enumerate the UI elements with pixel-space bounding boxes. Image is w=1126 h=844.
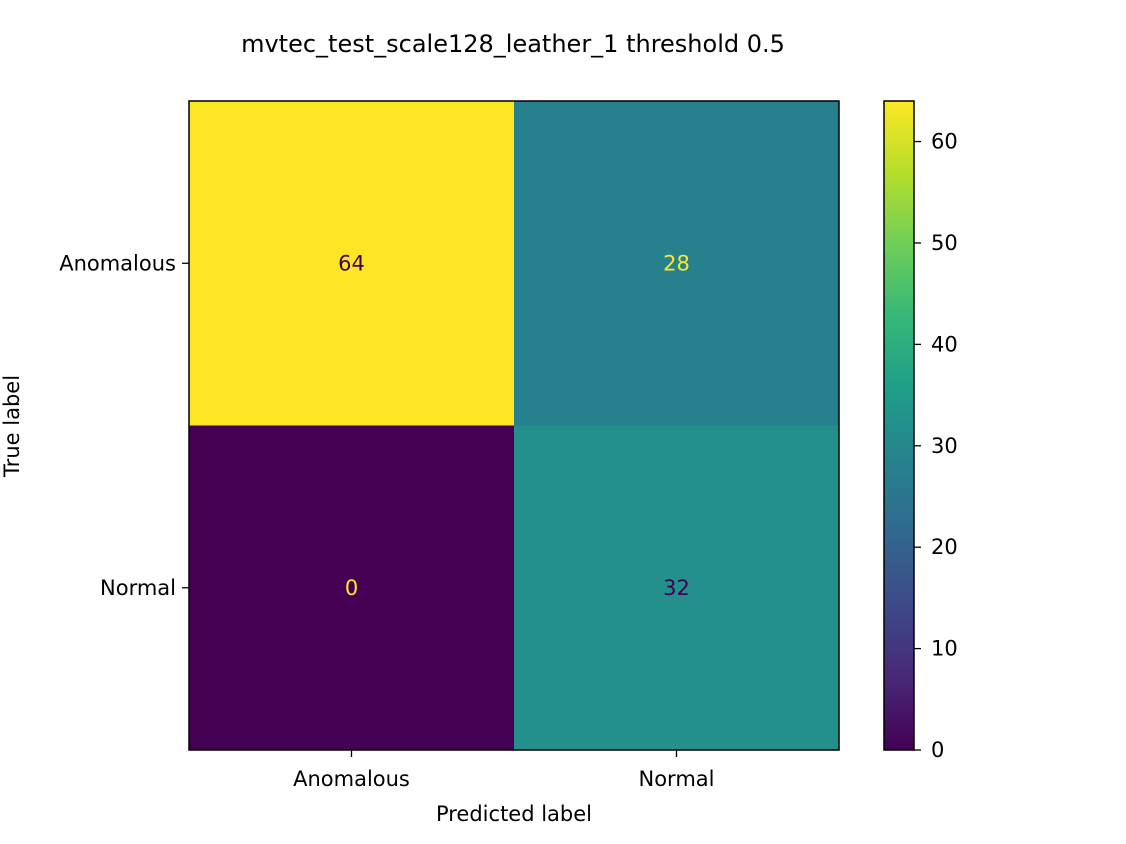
colorbar-tick-label: 10 — [931, 637, 958, 661]
heatmap-cell — [189, 101, 515, 426]
colorbar-ticks: 0 10 20 30 40 50 60 — [914, 130, 958, 762]
cell-value-label: 0 — [345, 576, 358, 600]
heatmap-cell — [189, 425, 515, 751]
x-axis-label: Predicted label — [436, 802, 592, 826]
y-tick-label: Normal — [100, 576, 176, 600]
y-axis-label: True label — [0, 375, 24, 478]
heatmap-cells — [189, 101, 840, 751]
x-axis-ticks: Anomalous Normal — [293, 750, 714, 791]
cell-value-label: 32 — [663, 576, 690, 600]
colorbar-tick-label: 20 — [931, 535, 958, 559]
colorbar — [884, 101, 914, 750]
colorbar-tick-label: 60 — [931, 130, 958, 154]
cell-value-label: 28 — [663, 251, 690, 275]
cell-value-label: 64 — [338, 251, 365, 275]
x-tick-label: Normal — [639, 767, 715, 791]
colorbar-tick-label: 30 — [931, 434, 958, 458]
chart-title: mvtec_test_scale128_leather_1 threshold … — [241, 30, 785, 58]
plot-frame — [188, 100, 840, 751]
y-tick-label: Anomalous — [59, 251, 176, 275]
colorbar-tick-label: 50 — [931, 231, 958, 255]
colorbar-tick-label: 40 — [931, 332, 958, 356]
colorbar-tick-label: 0 — [931, 738, 944, 762]
y-axis-ticks: Anomalous Normal — [59, 251, 189, 600]
heatmap-cell-labels: 64 28 0 32 — [338, 251, 690, 600]
colorbar-frame — [883, 100, 915, 751]
x-tick-label: Anomalous — [293, 767, 410, 791]
heatmap-cell — [514, 425, 840, 751]
heatmap-cell — [514, 101, 840, 426]
